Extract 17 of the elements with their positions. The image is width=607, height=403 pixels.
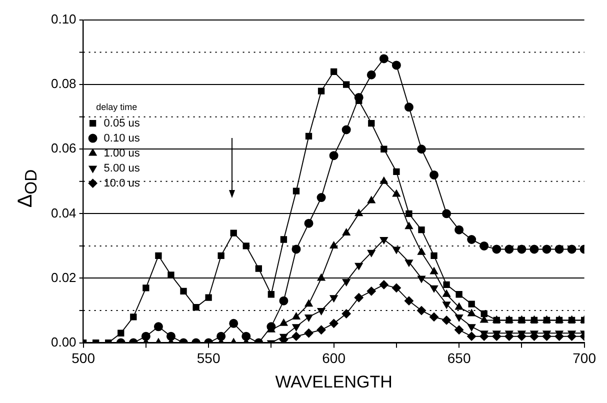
legend-title: delay time [96,102,138,112]
y-tick-label: 0.00 [50,334,76,350]
y-tick-label: 0.10 [50,12,76,27]
legend-label: 0.05 us [104,117,140,130]
x-tick-label: 650 [447,350,471,366]
x-tick-label: 600 [322,350,346,366]
x-tick-label: 550 [196,350,220,366]
legend-label: 10.0 us [104,177,140,190]
x-tick-label: 700 [572,350,596,366]
y-tick-label: 0.02 [50,270,76,285]
legend-label: 0.10 us [104,132,140,144]
y-tick-label: 0.06 [50,140,76,156]
y-tick-label: 0.04 [50,205,76,220]
legend-label: 5.00 us [104,162,140,174]
x-axis-title: WAVELENGTH [275,372,392,392]
y-tick-label: 0.08 [50,76,76,92]
x-tick-label: 500 [72,350,96,366]
